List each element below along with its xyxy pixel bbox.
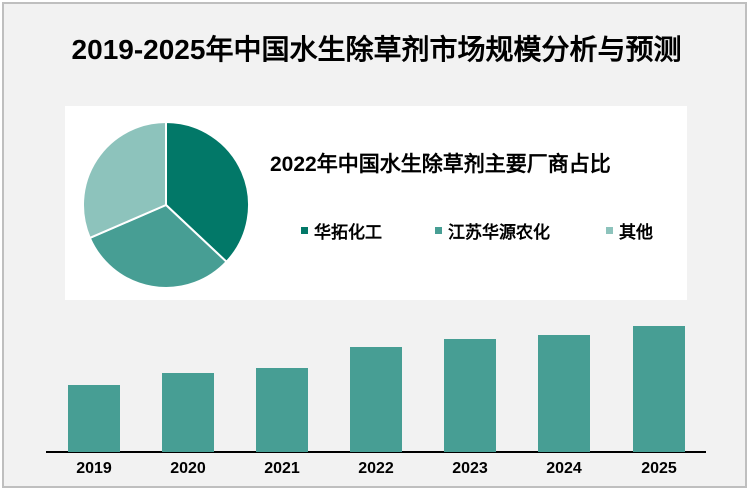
pie-title-year: 2022 — [270, 153, 317, 176]
x-tick-label: 2025 — [641, 460, 677, 477]
legend-item-other: 其他 — [606, 218, 653, 243]
x-tick-label: 2019 — [76, 460, 112, 477]
legend-swatch-icon — [301, 227, 308, 234]
legend-label: 华拓化工 — [314, 223, 382, 242]
bar-2024 — [538, 335, 590, 452]
x-tick-label: 2023 — [452, 460, 488, 477]
x-tick-label: 2022 — [358, 460, 394, 477]
pie-chart — [82, 120, 250, 289]
legend-label: 其他 — [619, 223, 653, 242]
pie-chart-panel — [65, 106, 687, 300]
legend-swatch-icon — [606, 227, 613, 234]
bar-2025 — [633, 326, 685, 452]
legend-item-huatuo: 华拓化工 — [301, 218, 382, 243]
bar-2023 — [444, 339, 496, 452]
bar-2019 — [68, 385, 120, 452]
x-axis-line — [46, 451, 706, 453]
pie-slice — [82, 120, 167, 240]
legend-swatch-icon — [435, 227, 442, 234]
x-tick-label: 2020 — [170, 460, 206, 477]
pie-title-text: 年中国水生除草剂主要厂商占比 — [316, 152, 611, 176]
page-title: 2019-2025年中国水生除草剂市场规模分析与预测 — [71, 34, 682, 65]
x-tick-label: 2021 — [264, 460, 300, 477]
bar-2021 — [256, 368, 308, 452]
pie-slice — [88, 203, 228, 289]
bar-2022 — [350, 347, 402, 452]
pie-slice — [165, 120, 250, 264]
pie-chart-title: 2022年中国水生除草剂主要厂商占比 — [270, 148, 611, 178]
legend-label: 江苏华源农化 — [448, 223, 550, 242]
legend-item-jiangsu-huayuan: 江苏华源农化 — [435, 218, 550, 243]
bar-2020 — [162, 373, 214, 452]
x-tick-label: 2024 — [546, 460, 582, 477]
